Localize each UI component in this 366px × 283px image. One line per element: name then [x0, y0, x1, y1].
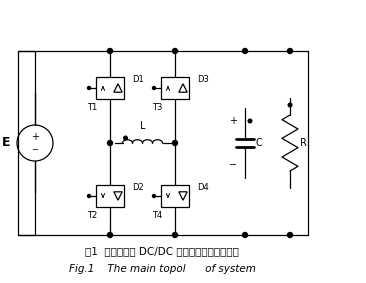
FancyBboxPatch shape [161, 77, 189, 99]
Text: C: C [255, 138, 262, 148]
Circle shape [288, 48, 292, 53]
Text: T1: T1 [87, 103, 97, 112]
Circle shape [153, 87, 156, 89]
Circle shape [172, 140, 178, 145]
Circle shape [172, 233, 178, 237]
Text: −: − [31, 145, 38, 155]
Text: E: E [1, 136, 10, 149]
Circle shape [124, 136, 127, 140]
Text: 图1  双向升降压 DC/DC 变换器主电路拓扑结构: 图1 双向升降压 DC/DC 变换器主电路拓扑结构 [85, 246, 239, 256]
Text: +: + [31, 132, 39, 142]
Text: D1: D1 [132, 75, 144, 84]
Circle shape [243, 48, 247, 53]
FancyBboxPatch shape [96, 185, 124, 207]
Text: T2: T2 [87, 211, 97, 220]
Circle shape [87, 87, 90, 89]
Text: T4: T4 [152, 211, 162, 220]
Circle shape [172, 48, 178, 53]
Text: T3: T3 [152, 103, 162, 112]
Text: −: − [229, 160, 237, 170]
Circle shape [153, 194, 156, 198]
Circle shape [248, 119, 252, 123]
Text: L: L [140, 121, 145, 131]
Text: +: + [229, 116, 237, 126]
Text: Fig.1    The main topol      of system: Fig.1 The main topol of system [68, 264, 255, 274]
Circle shape [108, 48, 112, 53]
Circle shape [108, 233, 112, 237]
Circle shape [288, 233, 292, 237]
Text: D4: D4 [197, 183, 209, 192]
Text: D2: D2 [132, 183, 144, 192]
Text: R: R [300, 138, 307, 148]
FancyBboxPatch shape [96, 77, 124, 99]
Circle shape [87, 194, 90, 198]
Text: D3: D3 [197, 75, 209, 84]
Circle shape [108, 140, 112, 145]
Circle shape [243, 233, 247, 237]
Circle shape [288, 103, 292, 107]
FancyBboxPatch shape [161, 185, 189, 207]
